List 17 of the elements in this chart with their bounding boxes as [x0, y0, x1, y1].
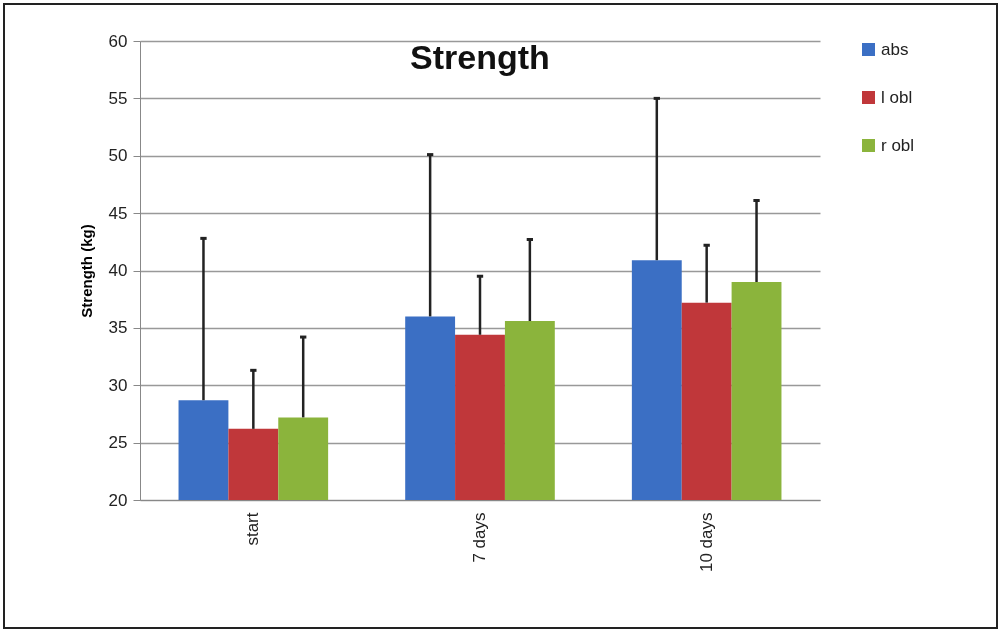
y-tick-label: 40	[108, 261, 128, 280]
x-tick-label: 10 days	[696, 512, 716, 573]
y-tick-label: 20	[108, 490, 128, 510]
y-tick-label: 50	[108, 146, 128, 166]
chart-title: Strength	[410, 38, 550, 76]
y-axis-title: Strength (kg)	[77, 224, 95, 318]
y-tick-label: 45	[108, 203, 128, 223]
y-tick-label: 60	[108, 31, 128, 51]
legend-label: r obl	[881, 135, 915, 155]
legend-label: l obl	[881, 87, 913, 107]
x-tick-label: 7 days	[470, 512, 489, 563]
x-tick-label: start	[243, 512, 263, 546]
y-tick-label: 55	[108, 88, 128, 108]
y-tick-label: 30	[108, 375, 128, 395]
y-tick-label: 35	[108, 318, 128, 338]
y-tick-label: 25	[108, 433, 128, 453]
legend-label: abs	[881, 39, 909, 59]
